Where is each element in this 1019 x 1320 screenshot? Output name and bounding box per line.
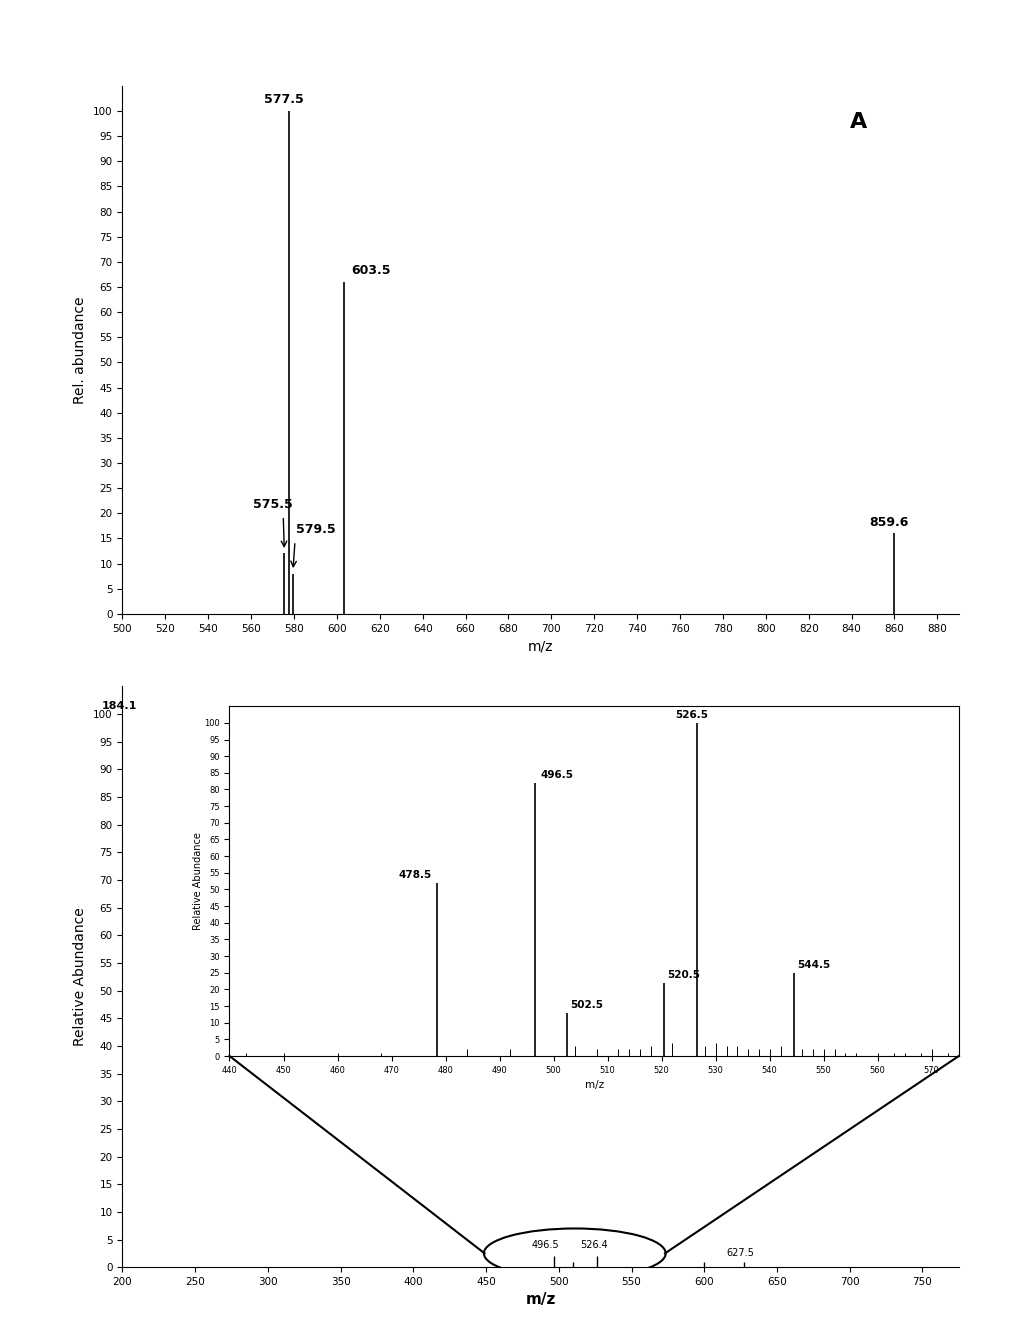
Text: 603.5: 603.5 [351,264,390,277]
Text: 859.6: 859.6 [869,516,908,529]
Text: 526.5: 526.5 [675,710,707,719]
Text: 496.5: 496.5 [540,770,573,780]
Text: 577.5: 577.5 [264,94,304,107]
Text: 544.5: 544.5 [796,960,829,970]
Text: 575.5: 575.5 [253,498,292,511]
Text: 502.5: 502.5 [570,999,602,1010]
Text: 526.4: 526.4 [579,1239,607,1250]
Y-axis label: Relative Abundance: Relative Abundance [73,907,88,1047]
X-axis label: m/z: m/z [584,1080,603,1090]
Text: 496.5: 496.5 [531,1239,559,1250]
Text: A: A [849,112,866,132]
Text: B: B [849,741,866,760]
Y-axis label: Rel. abundance: Rel. abundance [73,296,88,404]
X-axis label: m/z: m/z [528,639,552,653]
Text: 184.1: 184.1 [102,701,138,710]
Text: 478.5: 478.5 [398,870,432,879]
X-axis label: m/z: m/z [525,1292,555,1308]
Text: 627.5: 627.5 [726,1249,754,1258]
Text: 520.5: 520.5 [666,970,699,979]
Text: 579.5: 579.5 [296,523,335,536]
Y-axis label: Relative Abundance: Relative Abundance [193,832,203,931]
